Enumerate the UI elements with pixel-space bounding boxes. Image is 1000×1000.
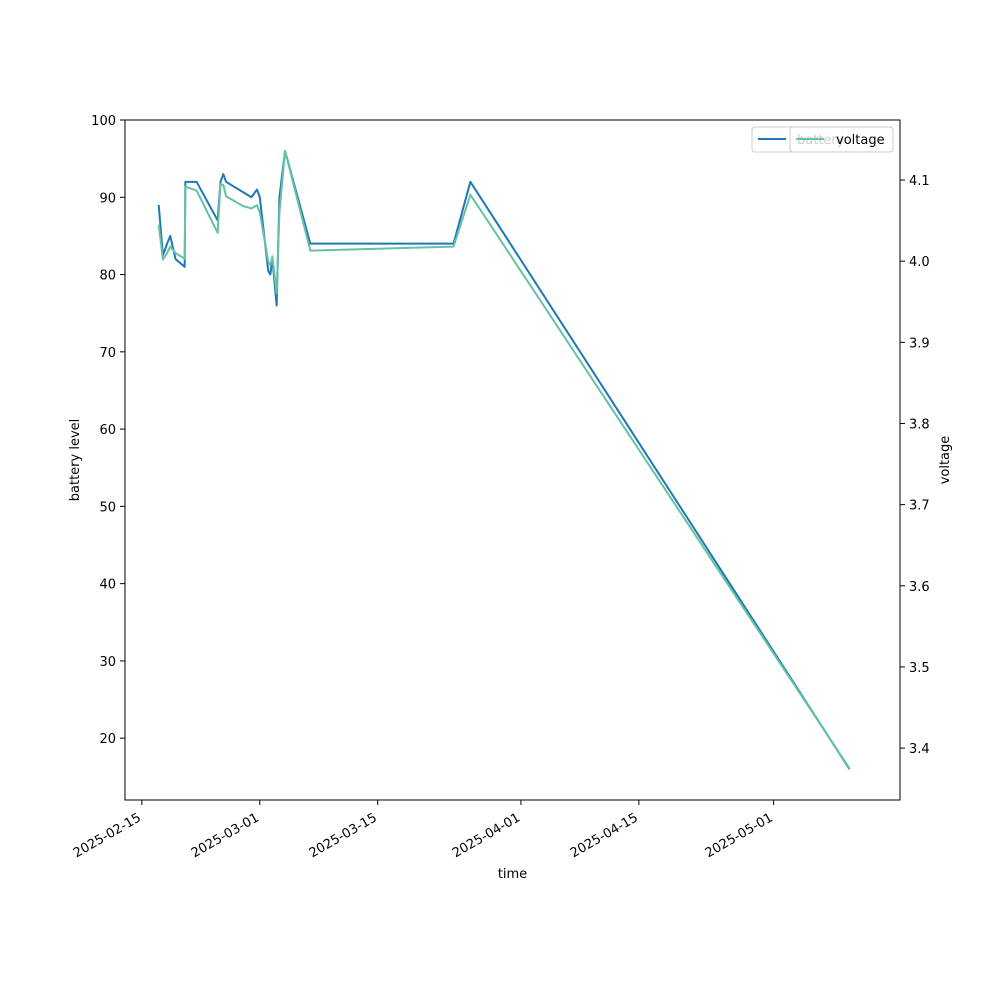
y-tick-label-4: 60 [99, 423, 116, 438]
y-tick-label-7: 90 [99, 191, 116, 206]
y2-tick-label-7: 4.1 [909, 174, 930, 189]
legend-voltage: voltage [789, 126, 894, 153]
legend-voltage-box [789, 126, 894, 153]
y-tick-label-3: 50 [99, 500, 116, 515]
y2-axis-title: voltage [938, 436, 953, 485]
y2-tick-label-2: 3.6 [909, 580, 930, 595]
y-tick-label-8: 100 [91, 114, 116, 129]
legend-voltage-label: voltage [836, 133, 885, 148]
y2-tick-label-0: 3.4 [909, 742, 930, 757]
y2-tick-label-3: 3.7 [909, 499, 930, 514]
y-tick-label-5: 70 [99, 346, 116, 361]
y-tick-label-6: 80 [99, 269, 116, 284]
y2-tick-label-1: 3.5 [909, 661, 930, 676]
y-tick-label-1: 30 [99, 655, 116, 670]
y-tick-label-0: 20 [99, 732, 116, 747]
y-axis-right: 3.4 3.5 3.6 3.7 3.8 3.9 4.0 4.1 [900, 174, 930, 757]
y2-tick-label-5: 3.9 [909, 336, 930, 351]
y-tick-label-2: 40 [99, 578, 116, 593]
x-axis-title: time [498, 867, 527, 882]
y-axis-title: battery level [68, 419, 83, 502]
y2-tick-label-4: 3.8 [909, 417, 930, 432]
series-line-voltage [157, 149, 851, 769]
axes-frame [124, 119, 901, 801]
y-axis-left: 20 30 40 50 60 70 80 90 100 [91, 114, 125, 747]
series-layer [157, 149, 851, 770]
y2-tick-label-6: 4.0 [909, 255, 930, 270]
